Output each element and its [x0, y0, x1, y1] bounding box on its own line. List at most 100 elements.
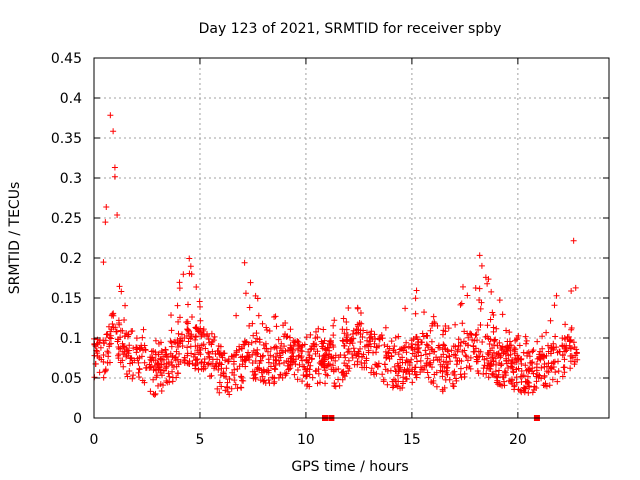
data-point: [271, 313, 278, 320]
data-point: [415, 344, 422, 351]
data-point: [563, 342, 570, 349]
data-point: [296, 352, 303, 359]
data-point: [529, 348, 536, 355]
data-point: [540, 353, 547, 360]
data-point: [501, 348, 508, 355]
data-point: [341, 360, 348, 367]
data-point: [198, 342, 205, 349]
data-point: [232, 381, 239, 388]
data-point: [107, 112, 114, 119]
data-point: [402, 375, 409, 382]
data-point: [226, 375, 233, 382]
data-point: [476, 285, 483, 292]
data-point: [458, 300, 465, 307]
data-point: [168, 312, 175, 319]
data-point: [555, 358, 562, 365]
data-point: [441, 342, 448, 349]
data-point: [363, 355, 370, 362]
data-point: [480, 371, 487, 378]
data-point: [451, 368, 458, 375]
data-point: [192, 324, 199, 331]
data-point: [97, 337, 104, 344]
data-point: [357, 309, 364, 316]
data-point: [562, 321, 569, 328]
data-point: [490, 328, 497, 335]
data-point: [175, 343, 182, 350]
data-point: [259, 353, 266, 360]
data-point: [338, 369, 345, 376]
data-point: [248, 339, 255, 346]
data-point: [238, 345, 245, 352]
data-point: [140, 326, 147, 333]
data-point: [512, 346, 519, 353]
data-point: [499, 311, 506, 318]
data-point: [214, 385, 221, 392]
data-point: [420, 366, 427, 373]
data-point: [310, 340, 317, 347]
data-point: [188, 313, 195, 320]
data-point: [306, 352, 313, 359]
data-point: [176, 314, 183, 321]
data-point: [179, 342, 186, 349]
data-point: [169, 368, 176, 375]
data-point: [427, 327, 434, 334]
data-point: [245, 349, 252, 356]
data-point: [167, 338, 174, 345]
data-point: [426, 361, 433, 368]
data-point: [127, 360, 134, 367]
data-point: [474, 367, 481, 374]
data-point: [180, 356, 187, 363]
data-point: [154, 360, 161, 367]
data-point: [215, 366, 222, 373]
data-point: [361, 343, 368, 350]
data-point: [251, 372, 258, 379]
data-point: [430, 377, 437, 384]
data-point: [312, 328, 319, 335]
data-point: [270, 380, 277, 387]
data-point: [164, 379, 171, 386]
data-point: [105, 349, 112, 356]
data-point: [395, 351, 402, 358]
data-point: [236, 363, 243, 370]
data-point: [127, 354, 134, 361]
data-point: [545, 342, 552, 349]
data-point: [459, 348, 466, 355]
data-point: [394, 372, 401, 379]
data-point: [100, 374, 107, 381]
data-point: [185, 338, 192, 345]
data-point: [105, 323, 112, 330]
data-point: [331, 380, 338, 387]
data-point: [345, 348, 352, 355]
data-point: [181, 335, 188, 342]
data-point: [178, 331, 185, 338]
data-point: [496, 339, 503, 346]
data-point: [205, 360, 212, 367]
data-point: [484, 350, 491, 357]
data-point: [517, 356, 524, 363]
data-point: [463, 353, 470, 360]
data-point: [287, 342, 294, 349]
data-point: [396, 367, 403, 374]
data-point: [155, 360, 162, 367]
data-point: [485, 351, 492, 358]
data-point: [303, 334, 310, 341]
data-point: [454, 348, 461, 355]
data-point: [96, 369, 103, 376]
data-point: [130, 345, 137, 352]
data-point: [494, 377, 501, 384]
data-point: [358, 359, 365, 366]
data-point: [450, 343, 457, 350]
data-point: [284, 333, 291, 340]
data-point: [331, 317, 338, 324]
data-point: [250, 332, 257, 339]
data-point: [397, 364, 404, 371]
data-point: [304, 365, 311, 372]
data-point: [567, 365, 574, 372]
data-point: [246, 304, 253, 311]
data-point: [388, 338, 395, 345]
data-point: [287, 326, 294, 333]
data-point: [151, 362, 158, 369]
data-point: [353, 352, 360, 359]
data-point: [120, 363, 127, 370]
data-point: [330, 354, 337, 361]
